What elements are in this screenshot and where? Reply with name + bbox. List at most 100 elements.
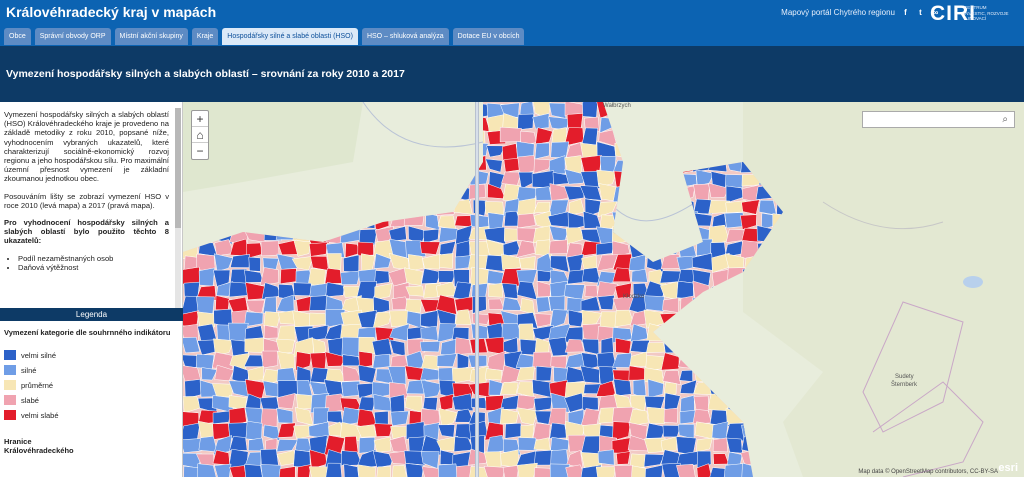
municipality-cell [325, 462, 343, 477]
municipality-cell [662, 297, 679, 313]
municipality-cell [229, 465, 247, 477]
municipality-cell [373, 253, 392, 269]
legend-item: velmi silné [4, 348, 174, 363]
municipality-cell [183, 422, 201, 441]
ciri-logo[interactable]: CIRI CENTRUM INVESTIC, ROZVOJE A INOVACÍ [930, 2, 1016, 28]
municipality-cell [535, 127, 553, 145]
municipality-cell [390, 410, 409, 427]
municipality-cell [550, 255, 570, 273]
municipality-cell [549, 422, 568, 439]
search-input[interactable]: ⌕ [862, 111, 1015, 128]
municipality-cell [724, 174, 744, 189]
map-canvas [183, 102, 1024, 477]
tab-kraje[interactable]: Kraje [191, 28, 219, 45]
facebook-icon[interactable]: f [904, 8, 907, 17]
municipality-cell [438, 463, 458, 477]
legend: Vymezení kategorie dle souhrnného indiká… [4, 328, 174, 456]
municipality-cell [519, 297, 535, 315]
municipality-cell [663, 407, 678, 424]
search-icon[interactable]: ⌕ [1002, 114, 1008, 125]
municipality-cell [533, 396, 553, 412]
municipality-cell [326, 253, 342, 271]
municipality-cell [439, 393, 454, 411]
municipality-cell [676, 463, 697, 477]
home-button[interactable]: ⌂ [192, 127, 208, 143]
municipality-cell [341, 336, 361, 357]
tab-mistni-akcni-skupiny[interactable]: Místní akční skupiny [114, 28, 188, 45]
link-icon[interactable]: ∞ [932, 8, 939, 17]
municipality-cell [584, 285, 598, 298]
tab-spravni-obvody-orp[interactable]: Správní obvody ORP [34, 28, 111, 45]
tab-hso-shlukova-analyza[interactable]: HSO – shluková analýza [361, 28, 449, 45]
description-scrollbar[interactable] [175, 108, 181, 308]
municipality-cell [517, 437, 538, 451]
tab-obce[interactable]: Obce [4, 28, 31, 45]
municipality-cell [517, 197, 537, 216]
municipality-cell [277, 422, 296, 438]
tab-hso[interactable]: Hospodářsky silné a slabé oblasti (HSO) [222, 28, 358, 45]
municipality-cell [436, 435, 458, 452]
municipality-cell [340, 270, 361, 285]
municipality-cell [485, 158, 503, 173]
municipality-cell [646, 406, 666, 425]
municipality-cell [582, 102, 599, 118]
municipality-cell [707, 467, 730, 477]
municipality-cell [248, 437, 265, 452]
portal-link[interactable]: Mapový portál Chytrého regionu [781, 8, 895, 17]
municipality-cell [372, 353, 391, 369]
municipality-cell [454, 337, 473, 355]
municipality-cell [696, 463, 713, 477]
description-paragraph: Posouváním lišty se zobrazí vymezení HSO… [4, 191, 169, 210]
municipality-cell [295, 351, 313, 371]
municipality-cell [486, 145, 506, 158]
esri-logo: esri [998, 462, 1018, 474]
municipality-cell [596, 169, 618, 188]
municipality-cell [260, 240, 280, 257]
municipality-cell [403, 267, 423, 286]
logo-mark: CIRI [930, 2, 976, 25]
municipality-cell [419, 241, 441, 255]
legend-swatch [4, 380, 16, 390]
municipality-cell [712, 437, 728, 453]
legend-swatch [4, 350, 16, 360]
municipality-cell [502, 465, 520, 477]
tab-dotace-eu[interactable]: Dotace EU v obcích [452, 28, 525, 45]
municipality-cell [600, 337, 614, 356]
municipality-cell [198, 267, 215, 287]
municipality-cell [533, 158, 553, 174]
municipality-cell [596, 241, 615, 256]
municipality-cell [535, 296, 551, 313]
municipality-cell [296, 464, 312, 477]
municipality-cell [343, 436, 359, 454]
municipality-cell [563, 185, 585, 201]
zoom-in-button[interactable]: + [192, 111, 208, 127]
scrollbar-thumb[interactable] [175, 108, 181, 228]
app-title[interactable]: Královéhradecký kraj v mapách [6, 4, 217, 20]
legend-title[interactable]: Legenda [0, 308, 183, 321]
municipality-cell [183, 266, 201, 285]
legend-subheading: Hranice Královéhradeckého [4, 436, 74, 456]
map-attribution: Map data © OpenStreetMap contributors, C… [858, 469, 998, 475]
municipality-cell [549, 183, 569, 202]
municipality-cell [708, 182, 730, 198]
swipe-divider[interactable] [475, 102, 479, 477]
zoom-out-button[interactable]: − [196, 144, 204, 158]
municipality-cell [469, 266, 490, 287]
map-view[interactable]: Wałbrzych Kłodzko Sudety Šternberk + ⌂ −… [183, 102, 1024, 477]
municipality-cell [616, 451, 631, 465]
municipality-cell [327, 410, 343, 424]
municipality-cell [597, 295, 615, 310]
municipality-cell [405, 298, 423, 313]
municipality-cell [406, 379, 427, 395]
municipality-cell [245, 420, 263, 441]
twitter-icon[interactable]: t [919, 8, 922, 17]
municipality-cell [244, 464, 263, 477]
municipality-cell [488, 379, 503, 396]
municipality-cell [499, 408, 519, 425]
municipality-cell [374, 423, 393, 437]
indicator-list: Podíl nezaměstnaných osob Daňová výtěžno… [4, 254, 169, 272]
description: Vymezení hospodářsky silných a slabých o… [4, 110, 169, 272]
municipality-cell [293, 449, 311, 468]
municipality-cell [660, 352, 680, 371]
municipality-cell [391, 464, 408, 477]
